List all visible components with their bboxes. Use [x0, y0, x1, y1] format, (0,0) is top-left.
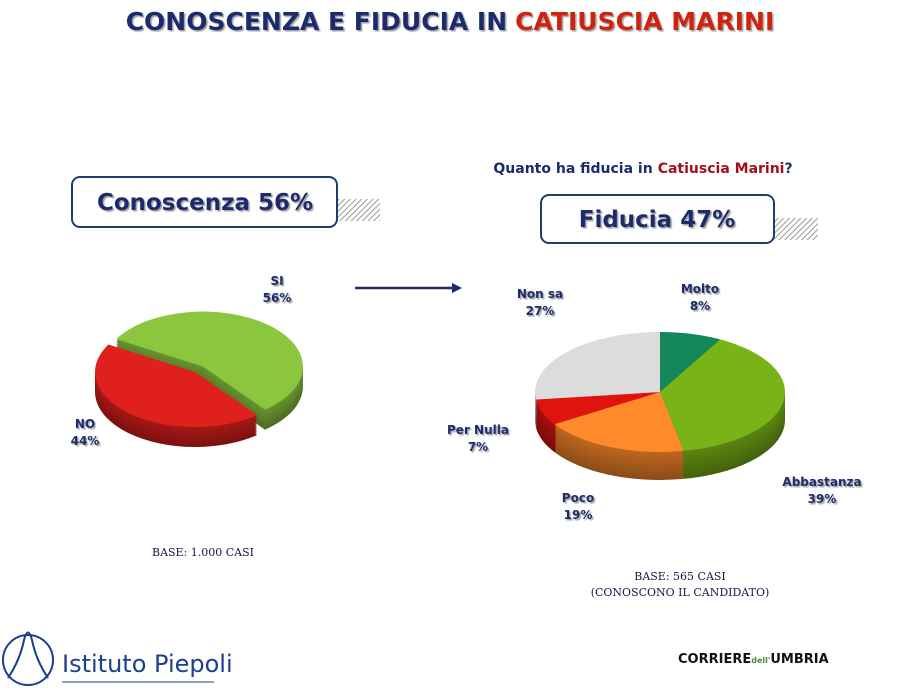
- box-shadow: [330, 199, 380, 221]
- question-before: Quanto ha fiducia in: [493, 161, 652, 177]
- slice-label: Poco: [562, 491, 594, 505]
- logo-c: UMBRIA: [770, 652, 828, 667]
- base-note: BASE: 1.000 CASI: [152, 546, 254, 559]
- slice-value-label: 19%: [564, 508, 593, 522]
- headline: Fiducia 47%: [579, 207, 736, 233]
- logo-corriere: CORRIEREdell'UMBRIA: [678, 652, 829, 667]
- slice-value-label: 39%: [808, 492, 837, 506]
- slice: [94, 344, 258, 428]
- headline-box: [71, 176, 338, 228]
- headline-box: [540, 194, 775, 244]
- title: CONOSCENZA E FIDUCIA IN CATIUSCIA MARINI: [126, 7, 775, 36]
- title-prefix: CONOSCENZA E FIDUCIA IN: [126, 7, 507, 36]
- slice: [116, 311, 303, 410]
- logo-icon: [7, 631, 49, 679]
- slice-label: Molto: [681, 282, 719, 296]
- slice-label: SI: [270, 274, 283, 288]
- question: Quanto ha fiducia in Catiuscia Marini?: [493, 161, 792, 177]
- logo-icon: [2, 634, 54, 686]
- logo-text: Istituto Piepoli: [62, 650, 233, 678]
- slice: [660, 332, 721, 392]
- base-note: BASE: 565 CASI: [634, 570, 726, 583]
- slice-label: Per Nulla: [447, 423, 509, 437]
- slice-value-label: 7%: [468, 440, 488, 454]
- question-name: Catiuscia Marini: [658, 161, 785, 177]
- slice-label: NO: [75, 417, 95, 431]
- box-shadow: [768, 218, 818, 240]
- slice-value-label: 8%: [690, 299, 710, 313]
- headline: Conoscenza 56%: [97, 190, 313, 216]
- slice-value-label: 27%: [526, 304, 555, 318]
- slice-label: Non sa: [517, 287, 563, 301]
- logo-b: dell': [751, 656, 770, 665]
- logo-a: CORRIERE: [678, 652, 751, 667]
- question-after: ?: [784, 161, 792, 177]
- arrow-head: [452, 283, 462, 293]
- base-note: (CONOSCONO IL CANDIDATO): [591, 586, 770, 599]
- slice: [535, 392, 660, 425]
- slice-value-label: 56%: [263, 291, 292, 305]
- slice-label: Abbastanza: [782, 475, 861, 489]
- slice: [535, 332, 660, 400]
- slice-value-label: 44%: [71, 434, 100, 448]
- slice: [660, 339, 786, 451]
- slice: [554, 392, 684, 452]
- title-name: CATIUSCIA MARINI: [515, 7, 774, 36]
- logo-piepoli: Istituto Piepoli: [2, 631, 233, 686]
